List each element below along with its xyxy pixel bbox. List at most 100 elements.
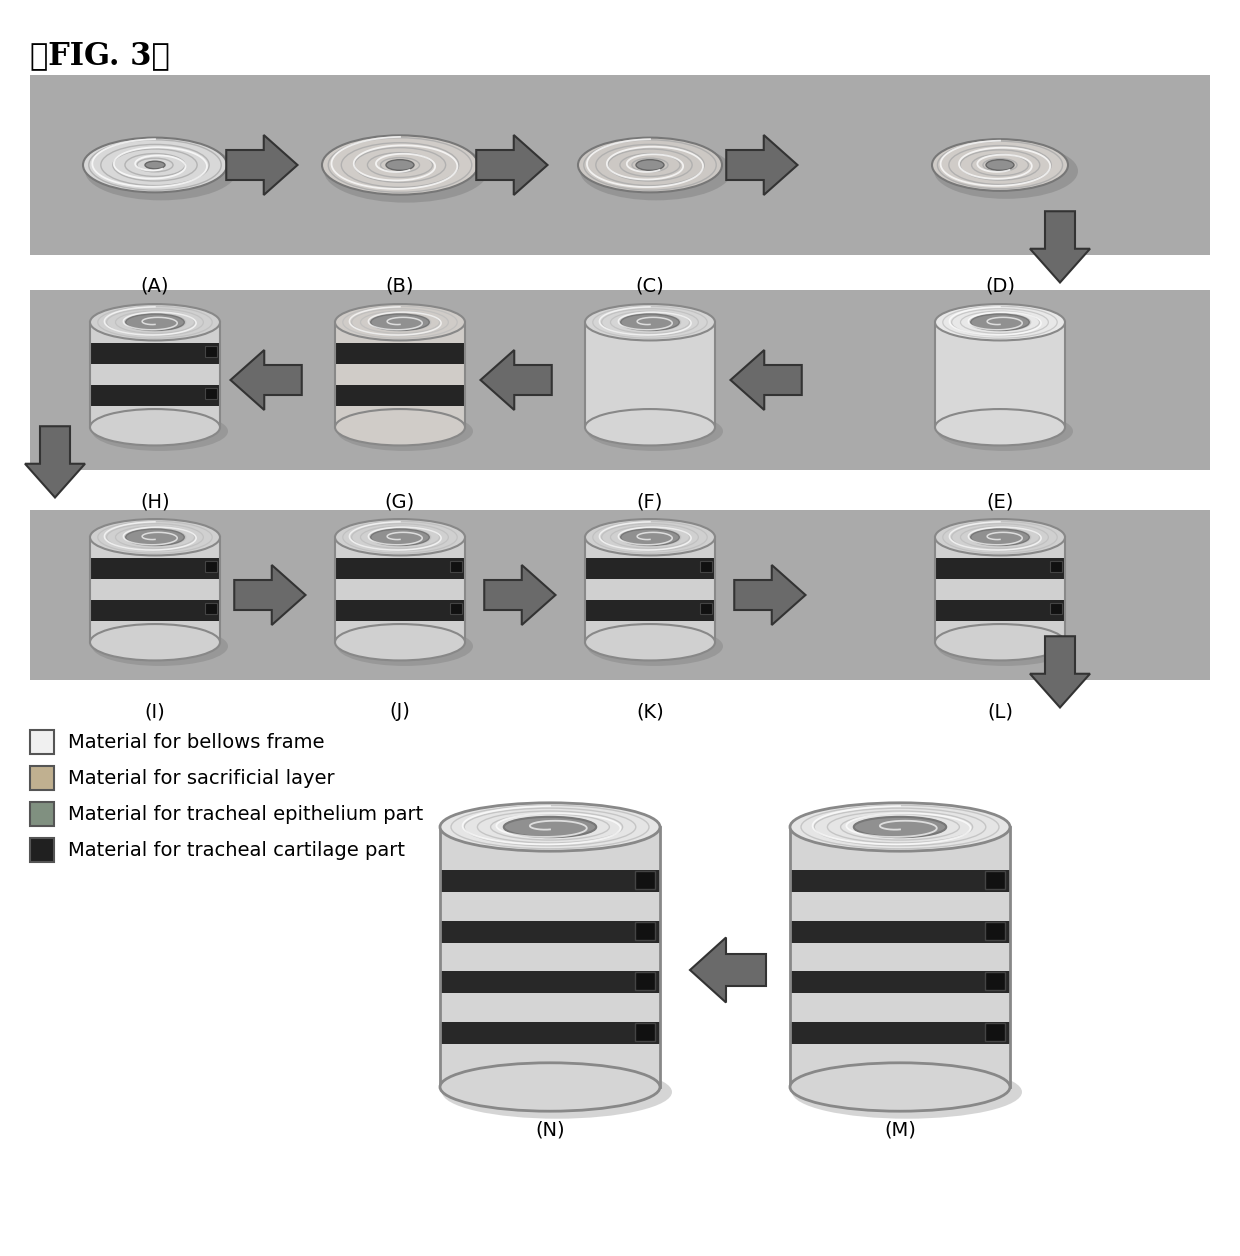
FancyBboxPatch shape [30,75,1210,255]
FancyBboxPatch shape [91,343,219,364]
Ellipse shape [934,143,1078,198]
FancyBboxPatch shape [450,603,463,614]
Ellipse shape [324,139,489,202]
FancyBboxPatch shape [91,538,219,642]
Text: (E): (E) [986,492,1013,511]
Text: (L): (L) [987,702,1013,721]
Text: Material for bellows frame: Material for bellows frame [68,732,325,751]
FancyBboxPatch shape [440,971,660,993]
Text: (G): (G) [384,492,415,511]
FancyBboxPatch shape [635,972,655,990]
FancyBboxPatch shape [335,323,465,427]
FancyBboxPatch shape [790,971,1011,993]
FancyBboxPatch shape [30,766,55,790]
Ellipse shape [91,519,219,555]
Polygon shape [1030,637,1090,707]
Ellipse shape [337,627,472,666]
Ellipse shape [935,519,1065,555]
Ellipse shape [580,142,732,201]
Ellipse shape [971,314,1029,330]
Polygon shape [234,565,305,625]
Ellipse shape [578,138,722,192]
Text: Material for tracheal cartilage part: Material for tracheal cartilage part [68,840,405,859]
Polygon shape [730,350,802,409]
FancyBboxPatch shape [335,343,465,364]
Ellipse shape [337,412,472,451]
Polygon shape [25,426,86,497]
Text: (I): (I) [145,702,165,721]
Polygon shape [485,565,556,625]
FancyBboxPatch shape [635,1022,655,1041]
Ellipse shape [621,529,680,545]
FancyBboxPatch shape [91,600,219,622]
Ellipse shape [585,304,715,340]
FancyBboxPatch shape [30,803,55,826]
Text: (M): (M) [884,1120,916,1139]
FancyBboxPatch shape [91,558,219,579]
Ellipse shape [322,136,477,195]
Text: (D): (D) [985,278,1016,296]
FancyBboxPatch shape [440,870,660,893]
Polygon shape [231,350,301,409]
FancyBboxPatch shape [635,922,655,939]
Ellipse shape [335,519,465,555]
Ellipse shape [125,529,185,545]
Ellipse shape [585,409,715,446]
Ellipse shape [932,139,1068,191]
Ellipse shape [335,409,465,446]
Ellipse shape [986,160,1014,171]
FancyBboxPatch shape [1050,561,1061,571]
Text: (H): (H) [140,492,170,511]
Text: 【FIG. 3】: 【FIG. 3】 [30,40,170,72]
FancyBboxPatch shape [585,538,715,642]
Ellipse shape [790,803,1011,852]
FancyBboxPatch shape [440,1021,660,1044]
Ellipse shape [935,624,1065,661]
Ellipse shape [441,1065,672,1119]
FancyBboxPatch shape [30,290,1210,470]
Ellipse shape [440,803,660,852]
FancyBboxPatch shape [701,603,712,614]
Ellipse shape [937,412,1073,451]
FancyBboxPatch shape [701,561,712,571]
Polygon shape [1030,211,1090,283]
FancyBboxPatch shape [585,558,715,579]
FancyBboxPatch shape [985,1022,1004,1041]
Ellipse shape [585,624,715,661]
Ellipse shape [335,304,465,340]
FancyBboxPatch shape [935,538,1065,642]
Polygon shape [727,134,797,195]
FancyBboxPatch shape [205,388,217,398]
Ellipse shape [790,1063,1011,1112]
FancyBboxPatch shape [440,921,660,943]
FancyBboxPatch shape [91,323,219,427]
FancyBboxPatch shape [91,386,219,406]
Ellipse shape [125,314,185,330]
FancyBboxPatch shape [790,921,1011,943]
Ellipse shape [587,412,723,451]
Ellipse shape [92,627,228,666]
FancyBboxPatch shape [30,510,1210,679]
Text: (F): (F) [637,492,663,511]
Polygon shape [689,937,766,1002]
FancyBboxPatch shape [790,826,1011,1086]
Ellipse shape [91,624,219,661]
Text: (B): (B) [386,278,414,296]
Text: (C): (C) [636,278,665,296]
FancyBboxPatch shape [205,347,217,357]
Ellipse shape [621,314,680,330]
Ellipse shape [440,1063,660,1112]
Ellipse shape [335,624,465,661]
Ellipse shape [371,314,429,330]
Ellipse shape [386,160,414,171]
Polygon shape [734,565,806,625]
Ellipse shape [792,1065,1022,1119]
Ellipse shape [935,304,1065,340]
FancyBboxPatch shape [935,558,1065,579]
Ellipse shape [587,627,723,666]
Ellipse shape [854,816,946,838]
Polygon shape [481,350,552,409]
FancyBboxPatch shape [335,538,465,642]
Ellipse shape [503,816,596,838]
Text: Material for tracheal epithelium part: Material for tracheal epithelium part [68,805,423,824]
